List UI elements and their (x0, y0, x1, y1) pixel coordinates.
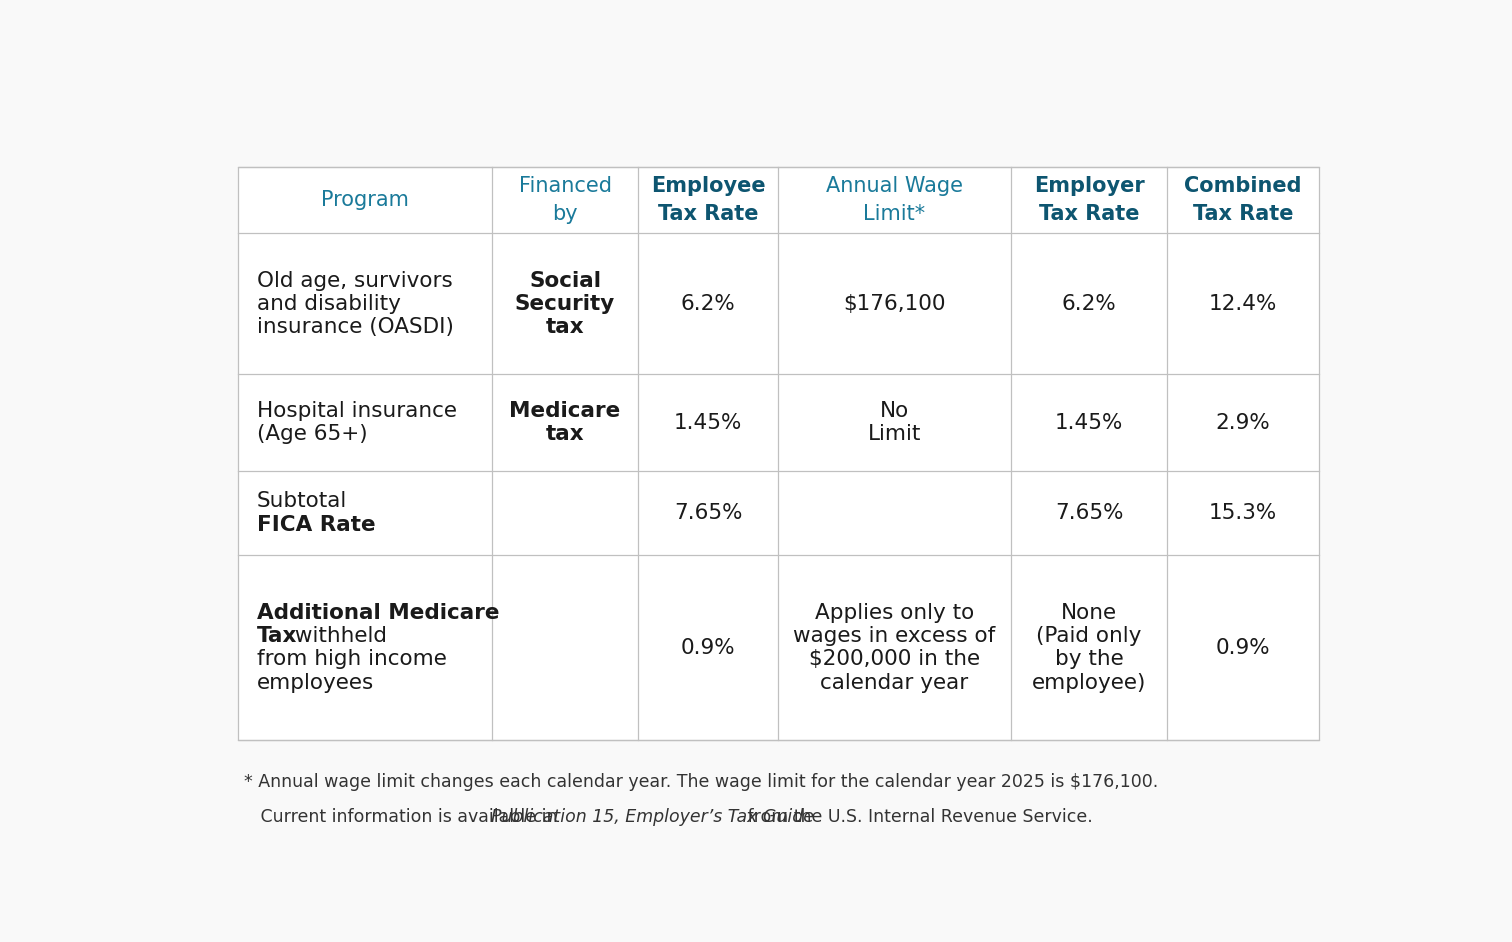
Text: tax: tax (546, 317, 584, 337)
Text: employees: employees (257, 673, 373, 692)
Text: 1.45%: 1.45% (1055, 413, 1123, 432)
Text: Employer
Tax Rate: Employer Tax Rate (1034, 176, 1145, 224)
Text: insurance (OASDI): insurance (OASDI) (257, 317, 454, 337)
Text: Medicare: Medicare (510, 401, 620, 421)
Text: FICA Rate: FICA Rate (257, 514, 375, 535)
Text: Social: Social (529, 270, 602, 290)
Text: (Age 65+): (Age 65+) (257, 424, 367, 444)
Text: Annual Wage
Limit*: Annual Wage Limit* (826, 176, 963, 224)
Text: Subtotal: Subtotal (257, 492, 348, 512)
Text: * Annual wage limit changes each calendar year. The wage limit for the calendar : * Annual wage limit changes each calenda… (243, 773, 1158, 791)
Text: Publication 15, Employer’s Tax Guide: Publication 15, Employer’s Tax Guide (491, 808, 815, 826)
Text: withheld: withheld (289, 626, 387, 646)
Text: by the: by the (1055, 649, 1123, 670)
Text: $200,000 in the: $200,000 in the (809, 649, 980, 670)
Text: from the U.S. Internal Revenue Service.: from the U.S. Internal Revenue Service. (741, 808, 1092, 826)
Text: 7.65%: 7.65% (1055, 503, 1123, 523)
Text: 15.3%: 15.3% (1210, 503, 1278, 523)
Text: Employee
Tax Rate: Employee Tax Rate (650, 176, 765, 224)
Text: 6.2%: 6.2% (680, 294, 735, 314)
Text: Financed
by: Financed by (519, 176, 611, 224)
Bar (239, 168, 1318, 740)
Text: (Paid only: (Paid only (1036, 626, 1142, 646)
Text: and disability: and disability (257, 294, 401, 314)
Text: Limit: Limit (868, 424, 921, 444)
Text: Additional Medicare: Additional Medicare (257, 603, 499, 623)
Text: Old age, survivors: Old age, survivors (257, 270, 452, 290)
Text: $176,100: $176,100 (844, 294, 947, 314)
Text: 7.65%: 7.65% (674, 503, 742, 523)
Text: Applies only to: Applies only to (815, 603, 974, 623)
Text: None: None (1061, 603, 1117, 623)
Text: Current information is available in: Current information is available in (243, 808, 562, 826)
Text: Tax: Tax (257, 626, 298, 646)
Text: Hospital insurance: Hospital insurance (257, 401, 457, 421)
Text: calendar year: calendar year (821, 673, 969, 692)
Text: Combined
Tax Rate: Combined Tax Rate (1184, 176, 1302, 224)
Text: Program: Program (321, 190, 410, 210)
Text: No: No (880, 401, 909, 421)
Text: 6.2%: 6.2% (1061, 294, 1116, 314)
Text: 0.9%: 0.9% (1216, 638, 1270, 658)
Text: employee): employee) (1031, 673, 1146, 692)
Text: from high income: from high income (257, 649, 448, 670)
Text: 2.9%: 2.9% (1216, 413, 1270, 432)
Text: Security: Security (516, 294, 615, 314)
Text: wages in excess of: wages in excess of (794, 626, 996, 646)
Text: tax: tax (546, 424, 584, 444)
Text: 0.9%: 0.9% (680, 638, 735, 658)
Text: 1.45%: 1.45% (674, 413, 742, 432)
Text: 12.4%: 12.4% (1208, 294, 1278, 314)
